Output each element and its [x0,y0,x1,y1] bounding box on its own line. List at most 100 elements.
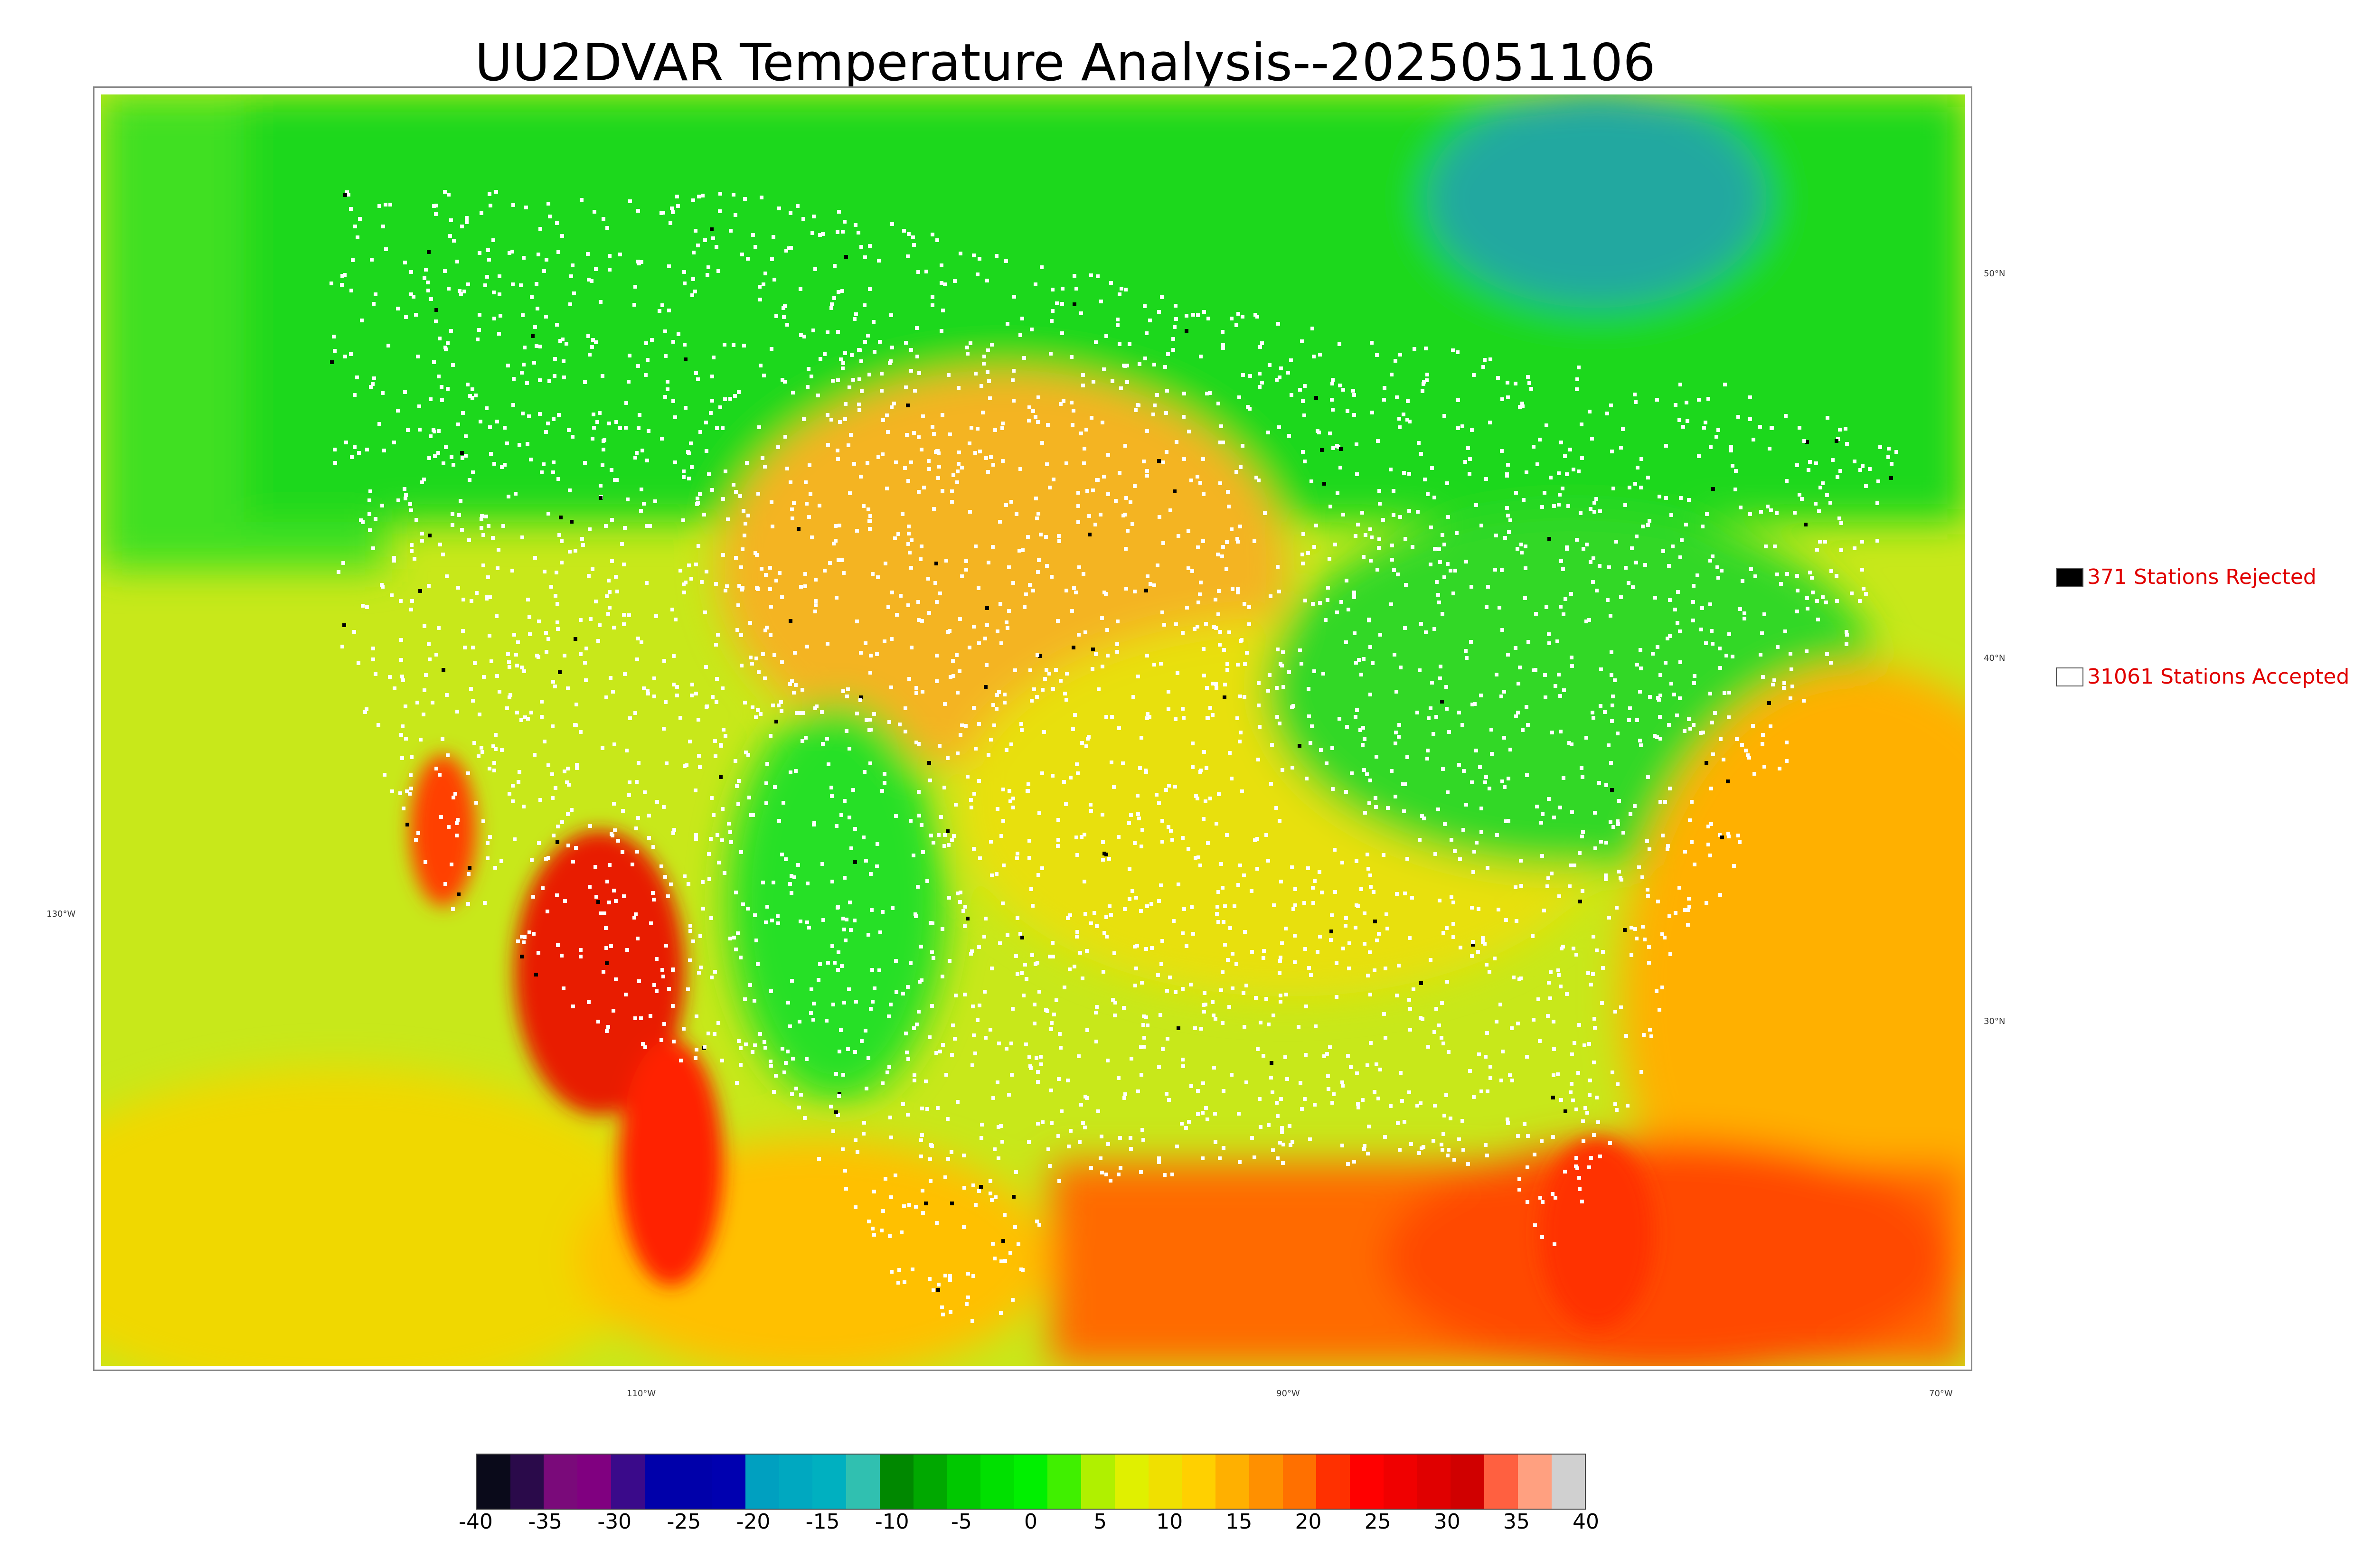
station-accepted [1119,1166,1122,1170]
station-accepted [1036,570,1040,574]
station-accepted [1610,719,1614,723]
station-accepted [1557,894,1561,898]
station-accepted [451,363,455,367]
station-accepted [456,423,460,426]
station-accepted [919,1155,923,1158]
station-accepted [1488,421,1492,424]
station-accepted [1839,548,1843,552]
station-accepted [891,906,895,910]
station-accepted [1291,907,1295,911]
station-rejected [1320,448,1324,452]
station-accepted [743,997,747,1001]
station-accepted [805,1057,809,1061]
station-accepted [744,522,747,526]
station-accepted [639,1016,643,1020]
station-accepted [1012,295,1016,299]
station-accepted [1760,631,1764,635]
station-accepted [1123,444,1127,448]
station-accepted [1204,1003,1207,1006]
station-accepted [1037,811,1041,815]
station-accepted [1410,896,1414,900]
colorbar-segment [1014,1455,1048,1509]
station-accepted [701,194,705,197]
station-accepted [488,835,492,839]
station-accepted [519,718,523,722]
station-accepted [913,1073,916,1077]
station-accepted [1764,545,1768,548]
station-accepted [632,916,636,920]
station-accepted [1486,585,1490,589]
station-accepted [1399,1071,1403,1075]
station-accepted [862,1132,866,1136]
station-accepted [1352,594,1356,598]
station-accepted [721,553,725,557]
station-accepted [955,653,959,657]
station-accepted [671,967,675,971]
station-accepted [587,574,591,578]
station-accepted [422,713,425,716]
station-accepted [910,646,914,649]
station-accepted [1523,1122,1526,1126]
station-accepted [932,956,935,960]
station-accepted [787,246,791,250]
station-accepted [1049,1027,1053,1031]
station-accepted [1656,645,1659,649]
station-accepted [1656,900,1660,903]
station-accepted [953,279,957,283]
station-accepted [920,448,923,451]
station-accepted [601,746,604,750]
station-accepted [1853,460,1856,463]
station-accepted [635,657,639,661]
station-accepted [1456,398,1460,402]
station-accepted [1394,795,1397,798]
station-accepted [1354,926,1357,930]
station-accepted [1025,977,1028,981]
station-accepted [1354,661,1358,665]
station-accepted [1397,723,1401,727]
station-accepted [1070,355,1074,359]
station-accepted [710,399,714,403]
station-accepted [1611,695,1615,698]
station-accepted [917,371,921,375]
station-accepted [950,500,954,504]
station-accepted [1548,996,1552,1000]
station-accepted [783,435,787,439]
station-accepted [914,1205,918,1209]
station-accepted [562,986,565,990]
station-accepted [734,213,737,217]
station-accepted [1185,606,1189,610]
station-accepted [1445,481,1449,485]
station-accepted [365,605,369,609]
station-accepted [1011,806,1015,809]
station-accepted [1607,565,1611,569]
temperature-map[interactable] [101,94,1965,1366]
station-accepted [987,379,991,383]
station-accepted [1101,858,1105,862]
station-accepted [1149,902,1153,906]
station-accepted [537,620,541,623]
station-accepted [1051,774,1055,778]
station-accepted [1341,947,1345,950]
station-accepted [782,1070,786,1074]
station-accepted [583,661,587,665]
station-accepted [1580,766,1583,770]
colorbar-tick-label: 40 [1573,1510,1599,1534]
station-accepted [450,863,453,866]
station-accepted [721,807,725,811]
station-accepted [690,465,694,469]
station-accepted [667,264,671,268]
station-accepted [1036,1070,1040,1074]
station-accepted [1815,548,1819,552]
station-accepted [1526,375,1530,379]
station-accepted [982,362,986,366]
station-accepted [919,945,923,948]
station-accepted [1575,387,1579,391]
station-accepted [1216,402,1220,405]
station-accepted [1331,787,1335,791]
station-accepted [759,712,763,716]
station-accepted [996,629,999,633]
station-accepted [1821,481,1825,485]
colorbar-tick-label: -5 [951,1510,972,1534]
station-accepted [1593,1026,1597,1030]
station-accepted [843,876,847,880]
